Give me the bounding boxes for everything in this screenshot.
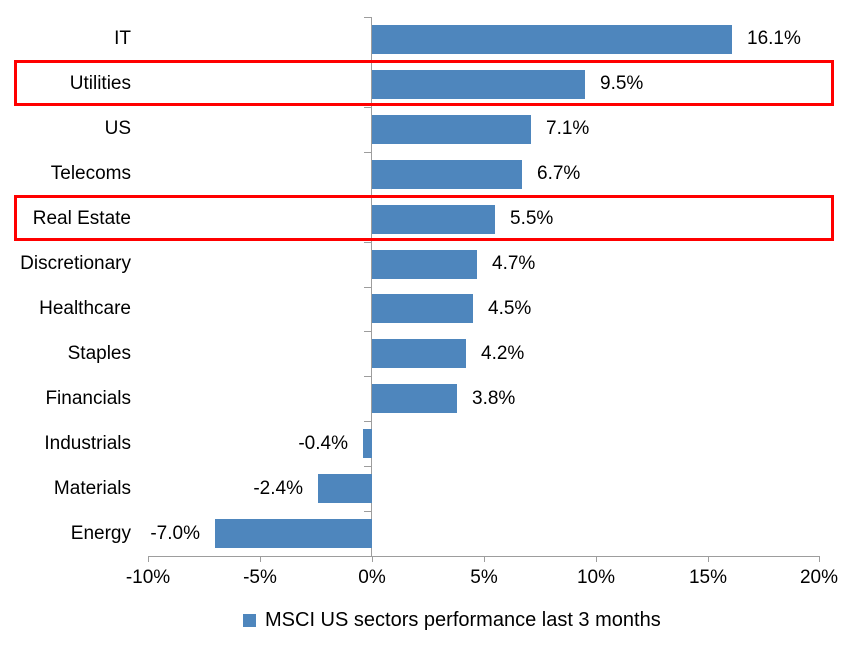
value-label: -0.4%: [298, 433, 348, 454]
y-axis-tick: [364, 17, 371, 18]
category-label: Telecoms: [50, 163, 131, 184]
x-axis-tick-label: 15%: [688, 567, 728, 588]
y-axis-tick: [364, 466, 371, 467]
y-axis-tick: [364, 421, 371, 422]
x-axis-tick: [260, 556, 261, 562]
category-label: Utilities: [69, 73, 131, 94]
bar-discretionary: [372, 250, 477, 279]
y-axis-line: [371, 17, 372, 557]
highlight-box-utilities: [14, 60, 834, 106]
value-label: 16.1%: [747, 28, 801, 49]
category-label: US: [104, 118, 131, 139]
bar-staples: [372, 339, 466, 368]
bar-it: [372, 25, 732, 54]
value-label: 9.5%: [600, 73, 644, 94]
value-label: -2.4%: [253, 478, 303, 499]
x-axis-tick-label: -5%: [243, 567, 277, 588]
bar-industrials: [363, 429, 372, 458]
bar-utilities: [372, 70, 585, 99]
value-label: 7.1%: [546, 118, 590, 139]
category-label: IT: [114, 28, 131, 49]
value-label: 5.5%: [510, 208, 554, 229]
value-label: 3.8%: [472, 388, 516, 409]
bar-energy: [215, 519, 372, 548]
y-axis-tick: [364, 152, 371, 153]
category-label: Staples: [67, 343, 131, 364]
value-label: 4.7%: [492, 253, 536, 274]
category-label: Energy: [70, 523, 131, 544]
category-label: Industrials: [44, 433, 131, 454]
bar-materials: [318, 474, 372, 503]
category-label: Real Estate: [32, 208, 131, 229]
x-axis-tick: [372, 556, 373, 562]
bar-healthcare: [372, 294, 473, 323]
x-axis-tick: [596, 556, 597, 562]
x-axis-tick-label: -10%: [125, 567, 171, 588]
category-label: Financials: [45, 388, 131, 409]
value-label: 4.5%: [488, 298, 532, 319]
highlight-box-real-estate: [14, 195, 834, 241]
y-axis-tick: [364, 107, 371, 108]
x-axis-tick: [148, 556, 149, 562]
x-axis-tick-label: 5%: [470, 567, 498, 588]
category-label: Discretionary: [20, 253, 131, 274]
x-axis-tick-label: 0%: [358, 567, 386, 588]
legend-label: MSCI US sectors performance last 3 month…: [265, 609, 661, 631]
legend-marker-icon: [243, 614, 256, 627]
category-label: Healthcare: [39, 298, 131, 319]
y-axis-tick: [364, 556, 371, 557]
bar-us: [372, 115, 531, 144]
y-axis-tick: [364, 287, 371, 288]
bar-real-estate: [372, 205, 495, 234]
x-axis-tick-label: 20%: [799, 567, 839, 588]
y-axis-tick: [364, 331, 371, 332]
x-axis-tick: [819, 556, 820, 562]
value-label: 4.2%: [481, 343, 525, 364]
category-label: Materials: [53, 478, 131, 499]
chart-legend: MSCI US sectors performance last 3 month…: [243, 609, 661, 632]
bar-telecoms: [372, 160, 522, 189]
y-axis-tick: [364, 511, 371, 512]
x-axis-tick: [708, 556, 709, 562]
x-axis-tick: [484, 556, 485, 562]
x-axis-tick-label: 10%: [576, 567, 616, 588]
y-axis-tick: [364, 376, 371, 377]
value-label: 6.7%: [537, 163, 581, 184]
value-label: -7.0%: [150, 523, 200, 544]
y-axis-tick: [364, 242, 371, 243]
bar-financials: [372, 384, 457, 413]
